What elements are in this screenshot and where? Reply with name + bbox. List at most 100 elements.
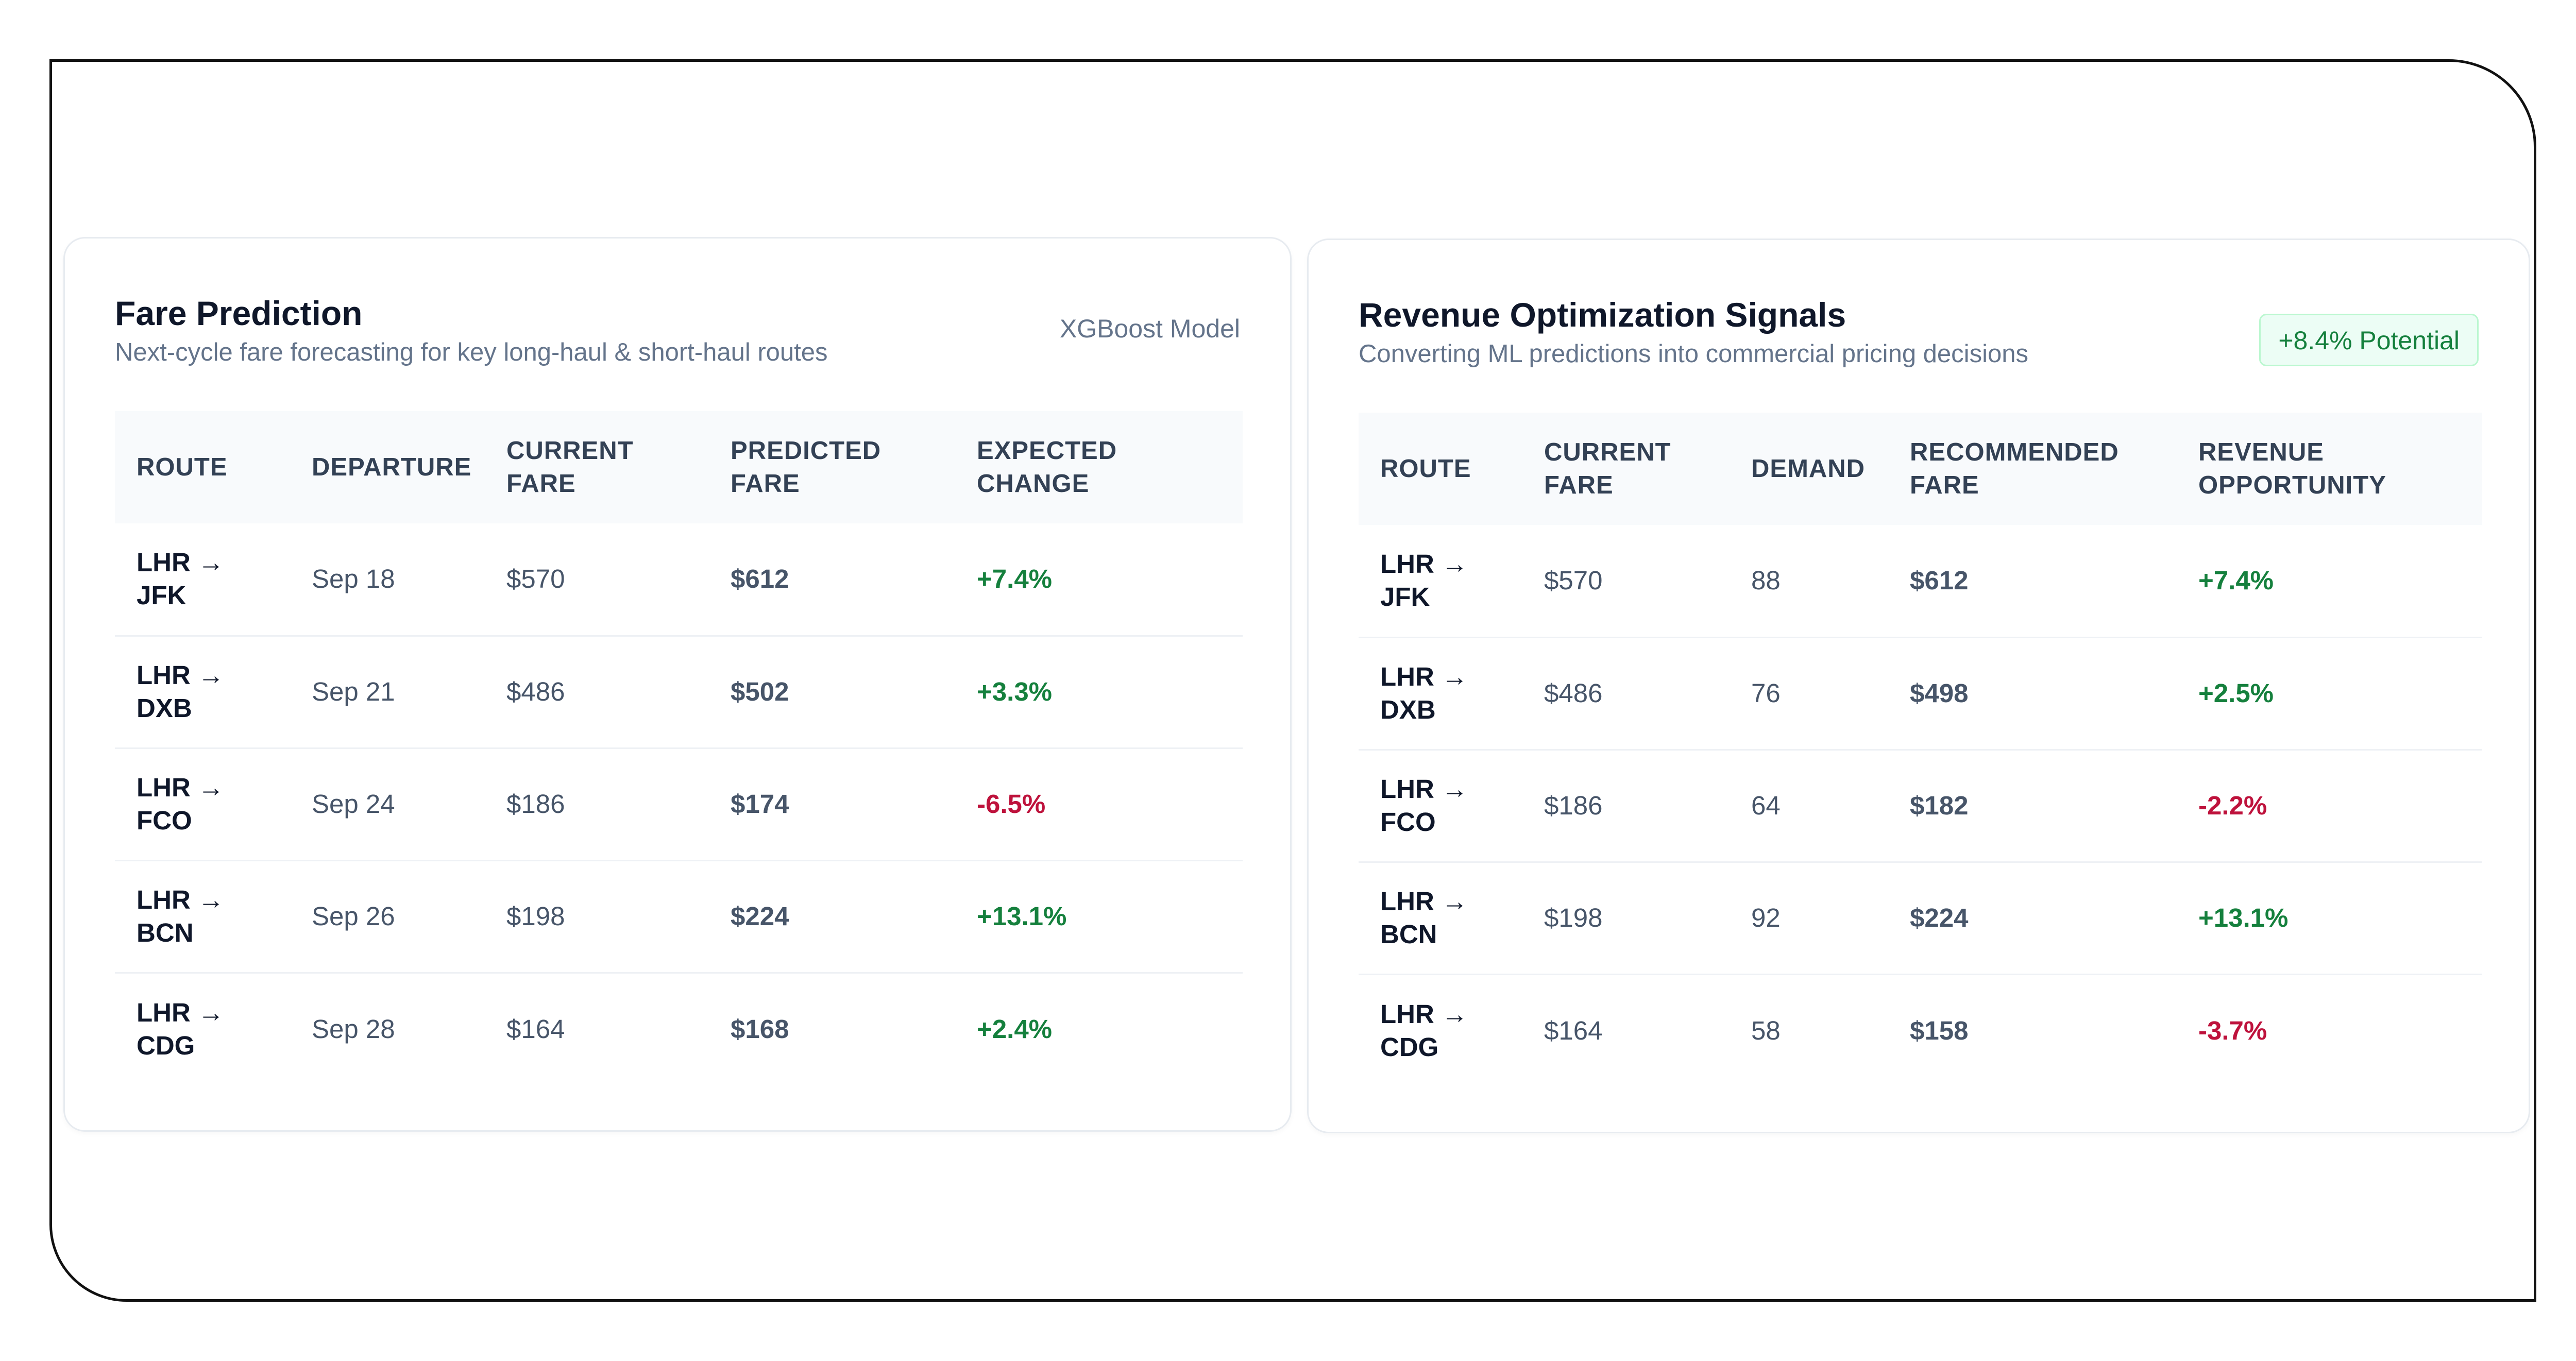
column-header-demand: DEMAND: [1730, 413, 1888, 525]
table-row: LHR → CDG Sep 28 $164 $168 +2.4%: [115, 973, 1243, 1085]
demand-score: 92: [1730, 862, 1888, 975]
route-origin: LHR →: [137, 773, 224, 802]
route-cell: LHR → BCN: [115, 860, 290, 974]
demand-score: 64: [1730, 750, 1888, 863]
table-row: LHR → JFK Sep 18 $570 $612 +7.4%: [115, 523, 1243, 637]
table-row: LHR → JFK $570 88 $612 +7.4%: [1359, 525, 2482, 638]
predicted-fare: $224: [709, 860, 955, 974]
route-origin: LHR →: [1380, 774, 1468, 804]
route-label: LHR → JFK: [137, 546, 240, 612]
table-row: LHR → FCO Sep 24 $186 $174 -6.5%: [115, 748, 1243, 861]
revenue-signals-card: Revenue Optimization Signals Converting …: [1307, 239, 2530, 1133]
table-row: LHR → BCN $198 92 $224 +13.1%: [1359, 862, 2482, 975]
demand-score: 76: [1730, 637, 1888, 751]
current-fare: $486: [1522, 637, 1730, 751]
departure-date: Sep 26: [290, 860, 485, 974]
route-destination: FCO: [1380, 807, 1436, 837]
table-row: LHR → DXB $486 76 $498 +2.5%: [1359, 637, 2482, 751]
recommended-fare: $224: [1888, 862, 2177, 975]
revenue-opportunity: +2.5%: [2177, 637, 2482, 751]
current-fare: $570: [485, 523, 709, 637]
route-cell: LHR → JFK: [1359, 525, 1522, 638]
route-label: LHR → FCO: [137, 771, 240, 837]
route-cell: LHR → DXB: [1359, 637, 1522, 751]
current-fare: $186: [485, 748, 709, 861]
expected-change: +13.1%: [955, 860, 1243, 974]
revenue-opportunity: +7.4%: [2177, 525, 2482, 638]
column-header-label: RECOMMENDED FARE: [1910, 438, 2119, 499]
route-label: LHR → DXB: [1380, 660, 1483, 726]
route-origin: LHR →: [1380, 887, 1468, 916]
route-origin: LHR →: [137, 660, 224, 690]
column-header-current-fare: CURRENT FARE: [1522, 413, 1730, 525]
predicted-fare: $612: [709, 523, 955, 637]
revenue-opportunity: -2.2%: [2177, 750, 2482, 863]
column-header-recommended-fare: RECOMMENDED FARE: [1888, 413, 2177, 525]
current-fare: $164: [506, 1014, 565, 1044]
departure-date: Sep 28: [312, 1014, 395, 1044]
recommended-fare: $158: [1910, 1015, 1969, 1045]
dashboard-frame: Fare Prediction Next-cycle fare forecast…: [49, 59, 2536, 1302]
current-fare: $164: [1544, 1015, 1603, 1045]
revenue-signals-table: ROUTE CURRENT FARE DEMAND RECOMMENDED FA…: [1359, 413, 2482, 1086]
route-destination: BCN: [137, 918, 194, 947]
table-row: LHR → DXB Sep 21 $486 $502 +3.3%: [115, 636, 1243, 749]
route-label: LHR → CDG: [1380, 998, 1483, 1064]
route-destination: FCO: [137, 806, 192, 835]
predicted-fare: $502: [709, 636, 955, 749]
route-label: LHR → BCN: [1380, 885, 1483, 951]
route-origin: LHR →: [137, 997, 224, 1027]
current-fare: $198: [485, 860, 709, 974]
column-header-current-fare: CURRENT FARE: [485, 411, 709, 523]
current-fare: $486: [485, 636, 709, 749]
column-header-label: EXPECTED CHANGE: [977, 437, 1117, 498]
route-cell: LHR → CDG: [1359, 974, 1522, 1086]
column-header-route: ROUTE: [115, 411, 290, 523]
expected-change: +7.4%: [955, 523, 1243, 637]
recommended-fare: $498: [1888, 637, 2177, 751]
table-header-row: ROUTE DEPARTURE CURRENT FARE PREDICTED F…: [115, 411, 1243, 523]
expected-change: -6.5%: [955, 748, 1243, 861]
route-destination: BCN: [1380, 920, 1437, 949]
revenue-signals-header: Revenue Optimization Signals Converting …: [1359, 294, 2479, 377]
current-fare: $198: [1522, 862, 1730, 975]
route-cell: LHR → BCN: [1359, 862, 1522, 975]
column-header-expected-change: EXPECTED CHANGE: [955, 411, 1243, 523]
route-label: LHR → CDG: [137, 996, 240, 1062]
potential-badge: +8.4% Potential: [2259, 314, 2479, 366]
table-row: LHR → FCO $186 64 $182 -2.2%: [1359, 750, 2482, 863]
route-cell: LHR → CDG: [115, 973, 290, 1085]
route-destination: DXB: [1380, 695, 1436, 724]
departure-date: Sep 18: [290, 523, 485, 637]
fare-prediction-subtitle: Next-cycle fare forecasting for key long…: [115, 338, 828, 366]
column-header-departure: DEPARTURE: [290, 411, 485, 523]
route-destination: JFK: [137, 581, 187, 610]
route-destination: JFK: [1380, 582, 1430, 612]
column-header-predicted-fare: PREDICTED FARE: [709, 411, 955, 523]
demand-score: 88: [1730, 525, 1888, 638]
route-cell: LHR → FCO: [1359, 750, 1522, 863]
predicted-fare: $174: [709, 748, 955, 861]
expected-change: +2.4%: [977, 1014, 1053, 1044]
departure-date: Sep 24: [290, 748, 485, 861]
table-header-row: ROUTE CURRENT FARE DEMAND RECOMMENDED FA…: [1359, 413, 2482, 525]
route-cell: LHR → DXB: [115, 636, 290, 749]
departure-date: Sep 21: [290, 636, 485, 749]
table-row: LHR → BCN Sep 26 $198 $224 +13.1%: [115, 860, 1243, 974]
current-fare: $570: [1522, 525, 1730, 638]
column-header-label: PREDICTED FARE: [731, 437, 882, 498]
route-origin: LHR →: [137, 885, 224, 914]
column-header-label: REVENUE OPPORTUNITY: [2198, 438, 2386, 499]
column-header-label: CURRENT FARE: [1544, 438, 1671, 499]
route-cell: LHR → FCO: [115, 748, 290, 861]
table-row: LHR → CDG $164 58 $158 -3.7%: [1359, 974, 2482, 1086]
expected-change: +3.3%: [955, 636, 1243, 749]
column-header-route: ROUTE: [1359, 413, 1522, 525]
route-label: LHR → FCO: [1380, 773, 1483, 839]
route-destination: CDG: [1380, 1032, 1439, 1062]
route-cell: LHR → JFK: [115, 523, 290, 637]
revenue-signals-subtitle: Converting ML predictions into commercia…: [1359, 340, 2028, 368]
route-label: LHR → JFK: [1380, 548, 1483, 614]
route-destination: DXB: [137, 693, 192, 723]
demand-score: 58: [1751, 1015, 1781, 1045]
